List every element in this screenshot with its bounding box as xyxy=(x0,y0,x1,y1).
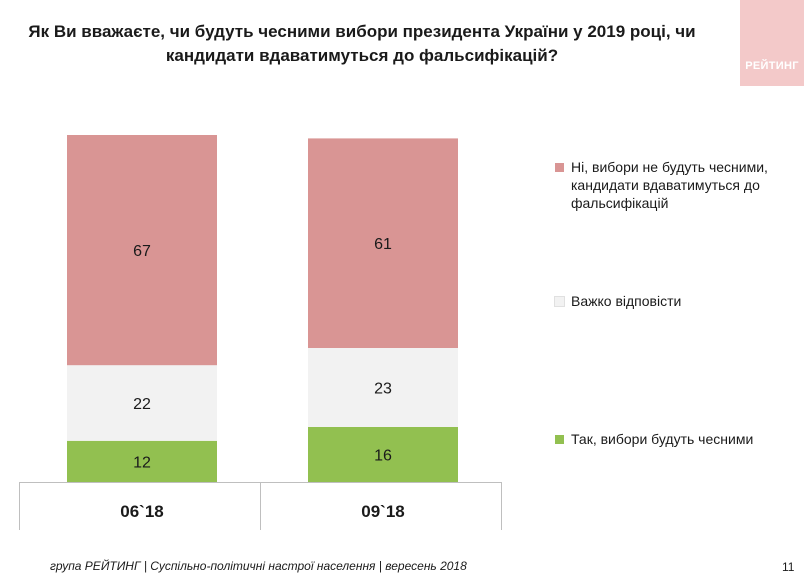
bar-segment-no-2 xyxy=(308,138,458,348)
page-number: 11 xyxy=(782,560,795,574)
legend-label-no: Ні, вибори не будуть чесними, кандидати … xyxy=(571,159,768,211)
data-label-no-2: 61 xyxy=(374,236,392,253)
x-tick-label-2: 09`18 xyxy=(361,502,404,521)
legend-item-no: Ні, вибори не будуть чесними, кандидати … xyxy=(555,158,790,212)
x-tick-label-1: 06`18 xyxy=(120,502,163,521)
legend-item-hard: Важко відповісти xyxy=(554,292,790,310)
bar-segment-no-1 xyxy=(67,135,217,366)
data-label-hard-2: 23 xyxy=(374,381,392,398)
bar-segment-hard-1 xyxy=(67,365,217,441)
bar-segment-hard-2 xyxy=(308,348,458,427)
legend-label-hard: Важко відповісти xyxy=(571,293,682,309)
bar-segment-yes-2 xyxy=(308,427,458,482)
legend-swatch-no xyxy=(555,163,564,172)
bar-segment-yes-1 xyxy=(67,440,217,482)
legend-swatch-yes xyxy=(555,435,564,444)
data-label-yes-1: 12 xyxy=(133,454,151,471)
logo-text: РЕЙТИНГ xyxy=(745,60,799,72)
legend-item-yes: Так, вибори будуть чесними xyxy=(555,430,790,448)
footer-text: група РЕЙТИНГ | Суспільно-політичні наст… xyxy=(50,559,467,573)
data-label-hard-1: 22 xyxy=(133,396,151,413)
data-label-yes-2: 16 xyxy=(374,448,392,465)
legend-swatch-hard xyxy=(554,296,565,307)
chart-title: Як Ви вважаєте, чи будуть чесними вибори… xyxy=(28,22,696,65)
legend-label-yes: Так, вибори будуть чесними xyxy=(571,431,754,447)
rating-logo: РЕЙТИНГ xyxy=(740,0,804,86)
data-label-no-1: 67 xyxy=(133,243,151,260)
